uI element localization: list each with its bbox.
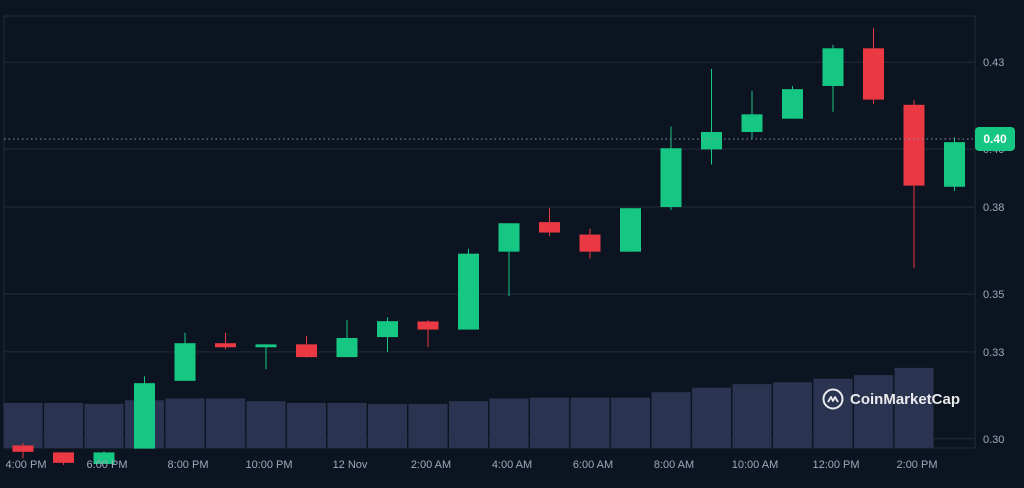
- candle-body-6: [255, 344, 277, 348]
- y-tick-label-3: 0.35: [983, 289, 1004, 301]
- volume-bar-7: [287, 403, 326, 448]
- coinmarketcap-watermark: CoinMarketCap: [822, 388, 960, 410]
- current-price-tag-bg: [975, 126, 1015, 151]
- candle-body-21: [863, 48, 884, 100]
- volume-bar-8: [327, 403, 367, 448]
- candle-body-23: [944, 142, 965, 187]
- y-tick-label-5: 0.30: [983, 434, 1004, 446]
- candle-body-19: [782, 89, 803, 119]
- current-price-label: 0.40: [983, 132, 1007, 146]
- candle-body-0: [12, 445, 34, 452]
- candle-body-8: [336, 337, 358, 358]
- x-tick-label-2: 8:00 PM: [168, 459, 209, 471]
- volume-bar-6: [246, 401, 286, 448]
- watermark-text: CoinMarketCap: [850, 390, 961, 408]
- x-tick-label-1: 6:00 PM: [87, 459, 128, 471]
- volume-bar-15: [611, 397, 650, 448]
- volume-bar-4: [165, 398, 205, 448]
- x-tick-label-5: 2:00 AM: [411, 459, 451, 471]
- current-price-marker: 0.40: [4, 126, 1015, 151]
- volume-bar-22: [894, 367, 934, 448]
- candle-body-18: [741, 114, 763, 133]
- candle-body-20: [822, 48, 844, 86]
- x-tick-label-11: 2:00 PM: [897, 459, 938, 471]
- x-tick-label-8: 8:00 AM: [654, 459, 694, 471]
- candle-body-9: [377, 321, 398, 338]
- candle-body-2: [93, 452, 115, 464]
- x-axis: 4:00 PM 6:00 PM 8:00 PM 10:00 PM 12 Nov 2:00 …: [6, 459, 938, 471]
- volume-bar-2: [84, 403, 124, 448]
- candle-body-14: [579, 234, 601, 252]
- volume-bar-17: [692, 387, 731, 448]
- volume-bar-19: [773, 382, 812, 448]
- volume-bar-1: [44, 403, 83, 448]
- candle-body-13: [539, 222, 560, 233]
- candle-body-22: [903, 104, 925, 186]
- candle-body-17: [701, 132, 722, 150]
- y-axis: 0.43 0.40 0.38 0.35 0.33 0.30: [983, 57, 1004, 446]
- candle-body-5: [215, 343, 236, 348]
- candle-body-15: [620, 208, 641, 252]
- x-tick-label-10: 12:00 PM: [812, 459, 859, 471]
- candle-body-12: [498, 223, 520, 252]
- volume-bar-16: [651, 392, 691, 448]
- volume-bar-10: [408, 403, 448, 448]
- volume-bar-9: [368, 403, 407, 448]
- volume-bars: [3, 367, 934, 448]
- candle-body-11: [458, 253, 479, 330]
- candle-body-3: [134, 383, 155, 449]
- x-tick-label-0: 4:00 PM: [6, 459, 47, 471]
- x-tick-label-4: 12 Nov: [333, 459, 368, 471]
- y-tick-label-0: 0.43: [983, 57, 1004, 69]
- candles: [12, 28, 965, 465]
- volume-bar-21: [854, 375, 893, 448]
- volume-bar-5: [206, 398, 245, 448]
- x-tick-label-7: 6:00 AM: [573, 459, 613, 471]
- coinmarketcap-logo-icon: [822, 388, 844, 410]
- volume-bar-11: [449, 401, 488, 448]
- volume-bar-12: [489, 398, 529, 448]
- candle-body-10: [417, 321, 439, 330]
- x-tick-label-3: 10:00 PM: [245, 459, 292, 471]
- volume-bar-18: [732, 384, 772, 448]
- y-tick-label-2: 0.38: [983, 202, 1004, 214]
- y-tick-label-4: 0.33: [983, 347, 1004, 359]
- candle-body-16: [660, 148, 682, 208]
- volume-bar-0: [3, 403, 43, 448]
- candle-body-1: [53, 452, 74, 463]
- x-tick-label-6: 4:00 AM: [492, 459, 532, 471]
- candle-body-4: [174, 343, 196, 381]
- current-price-tag: 0.40: [975, 126, 1015, 151]
- volume-bar-14: [570, 397, 610, 448]
- volume-bar-13: [530, 397, 569, 448]
- candle-body-7: [296, 344, 317, 358]
- x-tick-label-9: 10:00 AM: [732, 459, 778, 471]
